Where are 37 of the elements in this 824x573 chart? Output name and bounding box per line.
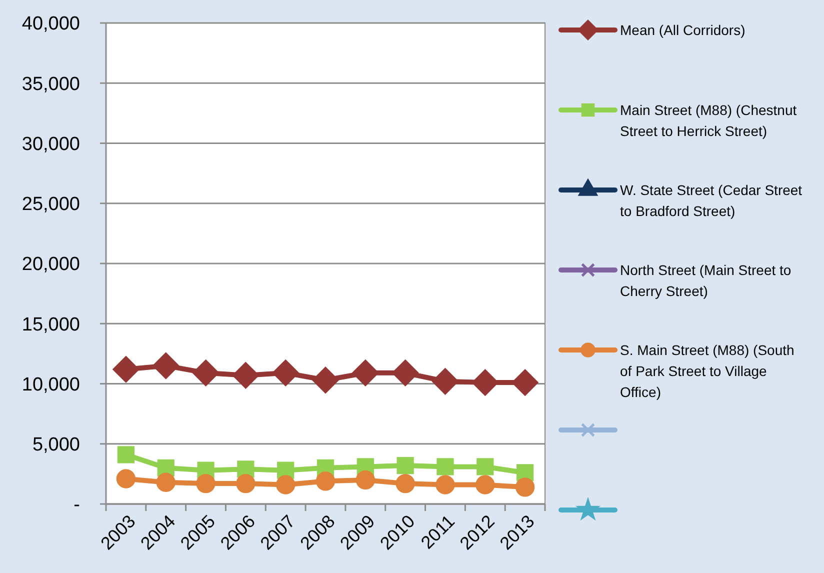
- y-tick-label: 25,000: [22, 194, 80, 216]
- point: [436, 475, 455, 494]
- y-tick-label: -: [74, 494, 80, 516]
- y-tick-label: 30,000: [22, 134, 80, 155]
- point: [476, 475, 495, 494]
- legend-label: S. Main Street (M88) (South of Park Street to Village Office): [620, 342, 794, 400]
- point: [396, 474, 415, 494]
- point: [192, 360, 220, 386]
- y-tick-label: 5,000: [32, 434, 80, 456]
- point: [352, 360, 379, 386]
- point: [432, 368, 459, 395]
- legend-label: North Street (Main Street to Cherry Street): [620, 262, 792, 299]
- legend-label: Main Street (M88) (Chestnut Street to Herrick Street): [620, 102, 797, 139]
- y-tick-label: 35,000: [22, 74, 80, 95]
- point: [152, 352, 180, 380]
- point: [117, 446, 135, 464]
- point: [232, 362, 260, 389]
- point: [312, 366, 339, 394]
- point: [196, 474, 216, 494]
- point: [236, 474, 256, 494]
- y-tick-label: 15,000: [22, 314, 80, 336]
- y-tick-label: 20,000: [22, 254, 80, 276]
- legend-label: W. State Street (Cedar Street to Bradford Street): [620, 182, 802, 219]
- point: [276, 475, 296, 494]
- point: [316, 472, 336, 491]
- point: [356, 470, 376, 490]
- point: [272, 360, 299, 386]
- point: [112, 356, 140, 383]
- point: [476, 458, 494, 476]
- y-tick-label: 10,000: [22, 374, 80, 396]
- point: [515, 478, 535, 497]
- point: [116, 469, 136, 488]
- y-tick-label: 40,000: [22, 14, 80, 35]
- legend-label: Mean (All Corridors): [620, 22, 746, 38]
- point: [396, 456, 414, 474]
- point: [156, 472, 176, 492]
- point: [436, 458, 454, 476]
